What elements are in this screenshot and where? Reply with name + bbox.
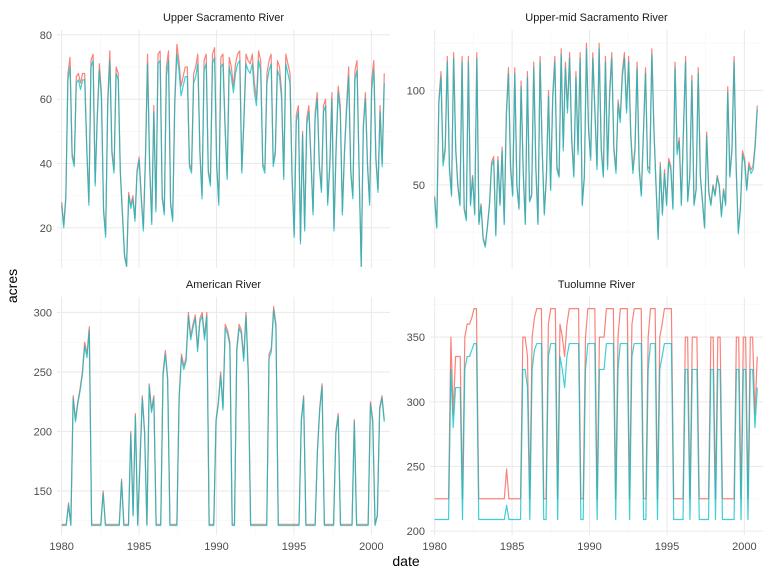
series-line xyxy=(61,305,385,525)
series-line xyxy=(434,48,758,248)
facet-title: Tuolumne River xyxy=(558,279,636,291)
x-tick-label: 1990 xyxy=(204,541,228,553)
facet-title: Upper Sacramento River xyxy=(163,12,284,24)
x-tick-label: 2000 xyxy=(732,541,756,553)
y-tick-label: 250 xyxy=(34,367,52,379)
x-tick-label: 1980 xyxy=(49,541,73,553)
facet-panel: Upper-mid Sacramento River 50 100 xyxy=(407,12,763,268)
facet-panel: Upper Sacramento River 20 40 60 80 xyxy=(40,12,390,268)
x-tick-label: 1990 xyxy=(577,541,601,553)
x-tick-label: 1985 xyxy=(500,541,524,553)
series-line xyxy=(434,342,758,521)
x-tick-label: 1995 xyxy=(655,541,679,553)
facet-title: Upper-mid Sacramento River xyxy=(525,12,668,24)
y-tick-label: 100 xyxy=(407,85,425,97)
x-tick-label: 1980 xyxy=(422,541,446,553)
y-tick-label: 80 xyxy=(40,30,52,42)
y-tick-label: 60 xyxy=(40,94,52,106)
series-line xyxy=(61,309,385,527)
x-tick-label: 2000 xyxy=(359,541,383,553)
y-tick-label: 20 xyxy=(40,223,52,235)
facet-panel: Tuolumne River 200 250 300 350 1980 1985 1990 19… xyxy=(407,279,763,553)
y-tick-label: 50 xyxy=(413,180,425,192)
y-tick-label: 300 xyxy=(34,307,52,319)
x-tick-label: 1995 xyxy=(282,541,306,553)
y-tick-label: 250 xyxy=(407,461,425,473)
y-tick-label: 200 xyxy=(407,526,425,538)
facet-title: American River xyxy=(186,279,262,291)
y-tick-label: 200 xyxy=(34,426,52,438)
y-axis-title: acres xyxy=(4,269,20,303)
x-tick-label: 1985 xyxy=(127,541,151,553)
facet-panels: Upper Sacramento River 20 40 60 80 Upper-mid … xyxy=(34,12,763,553)
y-tick-label: 350 xyxy=(407,332,425,344)
y-tick-label: 150 xyxy=(34,486,52,498)
x-axis-title: date xyxy=(392,553,419,569)
series-line xyxy=(61,53,385,267)
facet-panel: American River 150 200 250 300 1980 1985 1990 19… xyxy=(34,279,390,553)
y-tick-label: 300 xyxy=(407,397,425,409)
y-tick-label: 40 xyxy=(40,158,52,170)
